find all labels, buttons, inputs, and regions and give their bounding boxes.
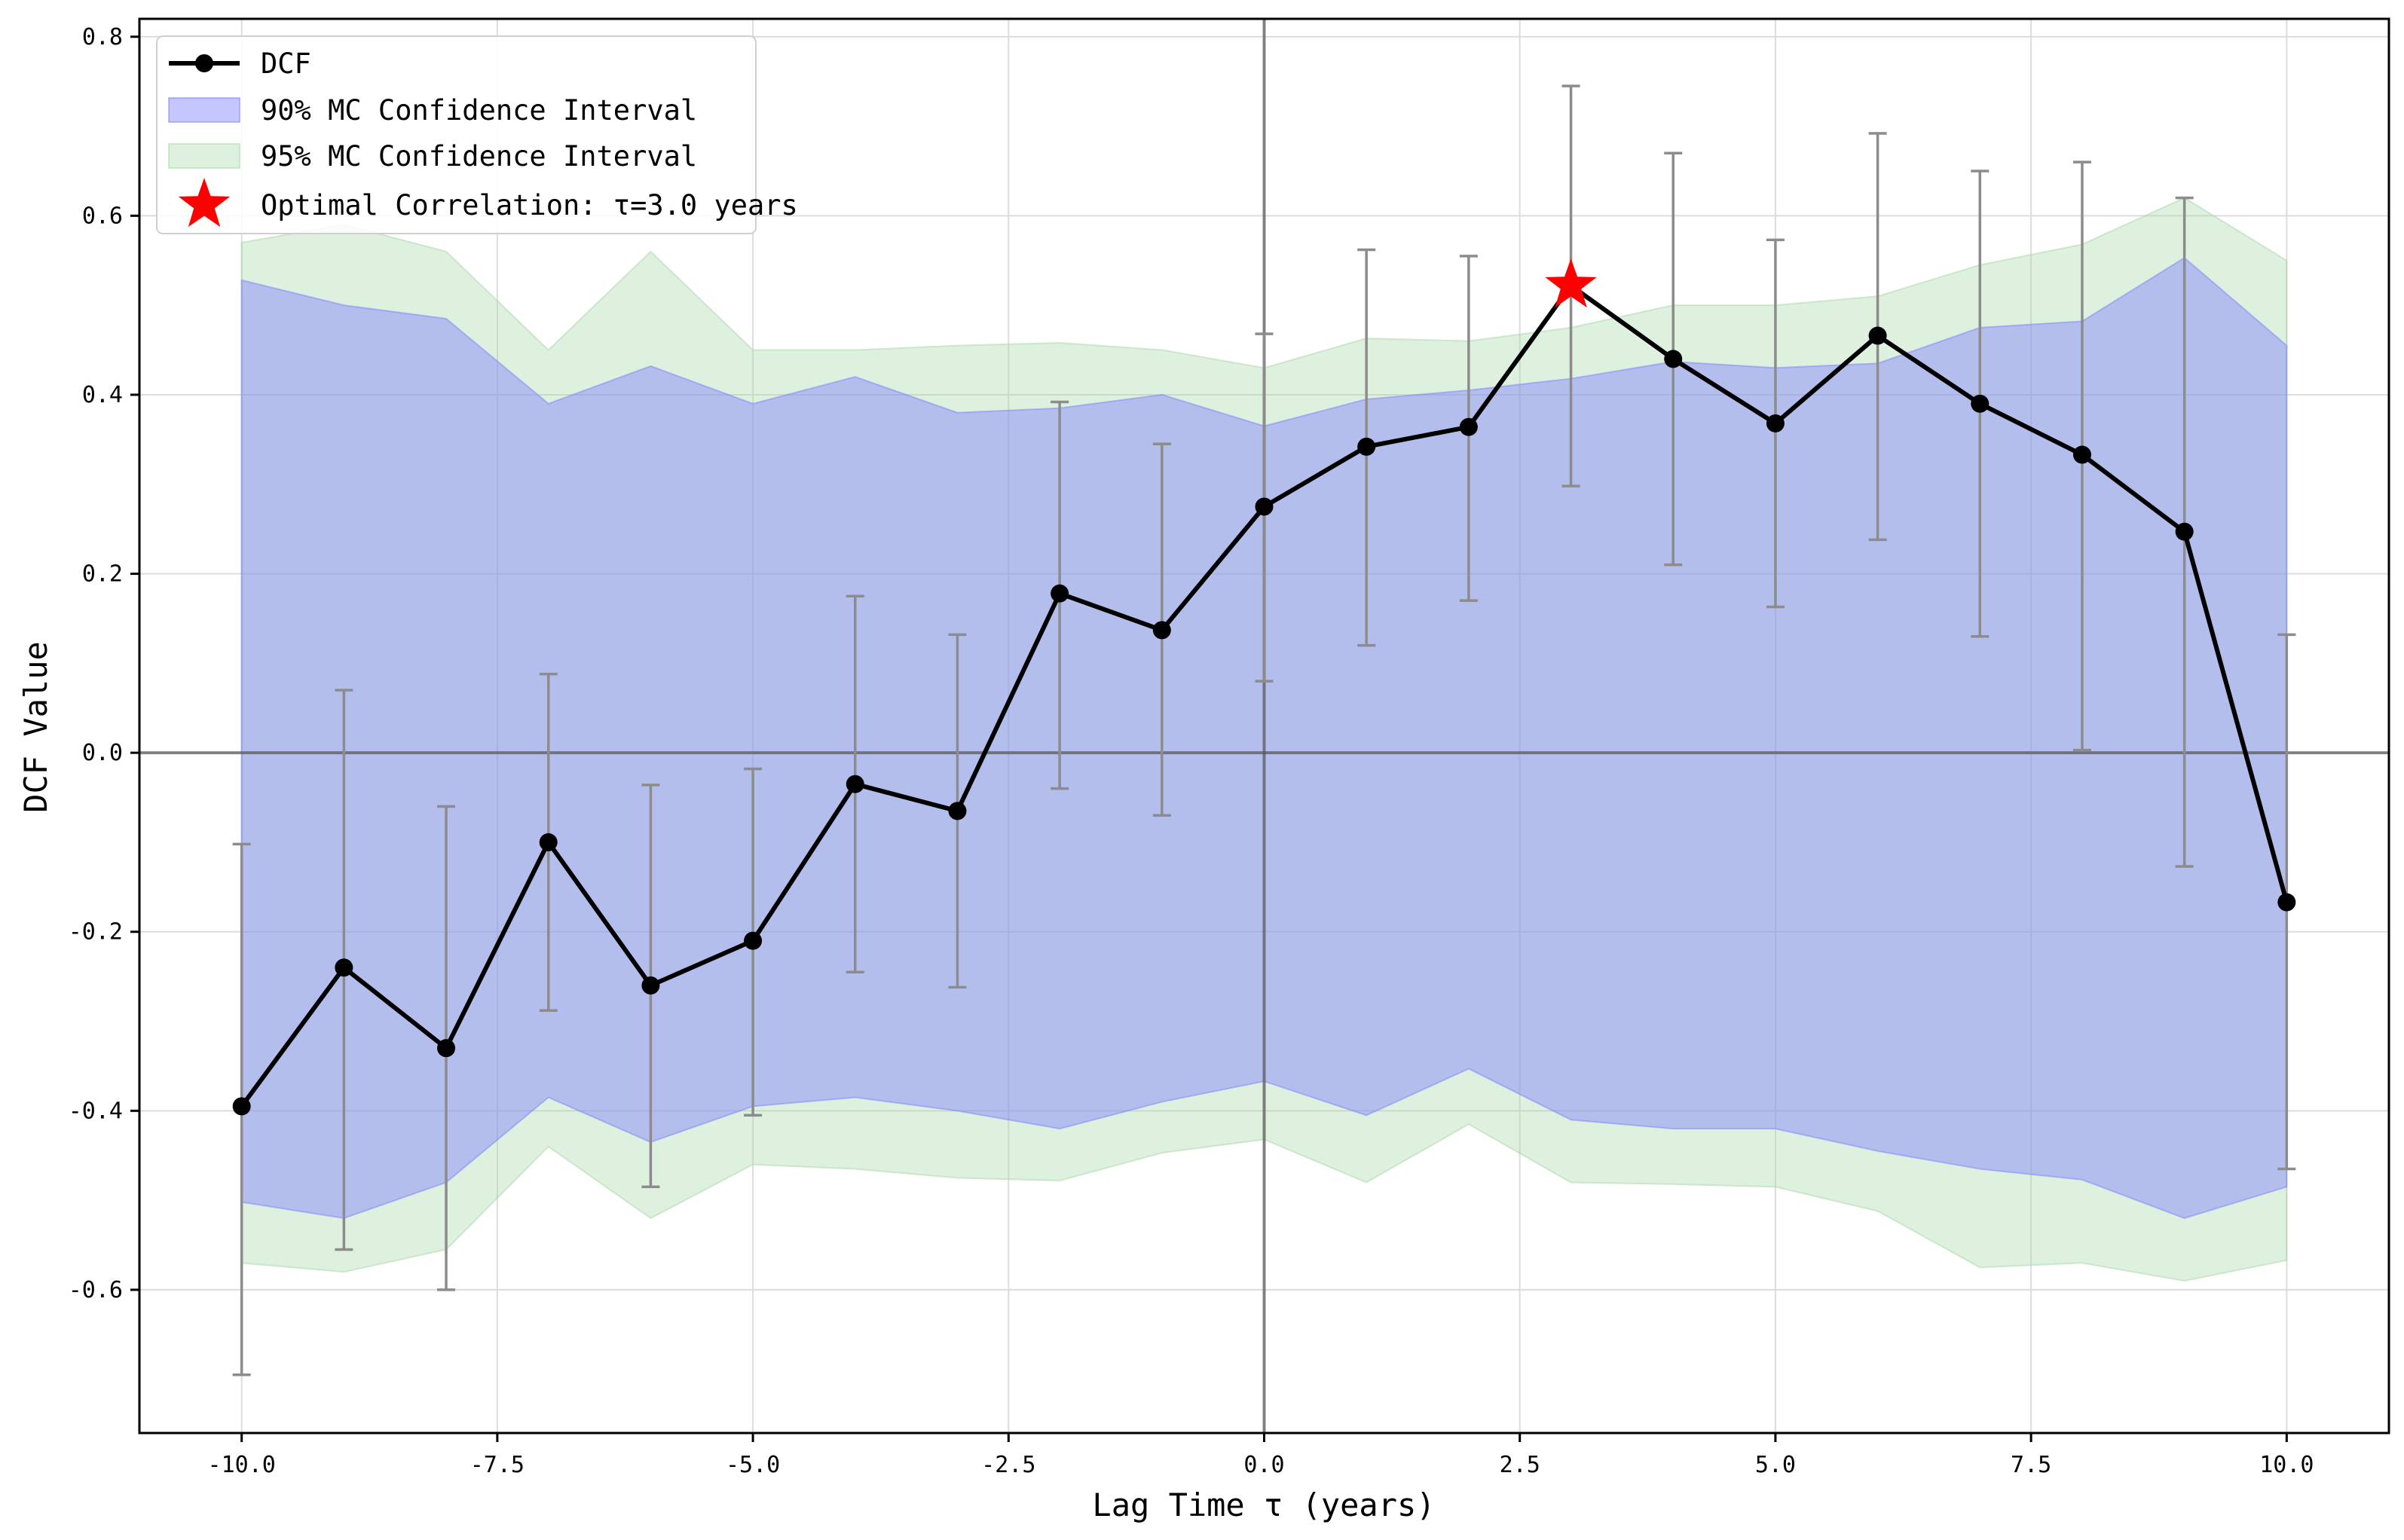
reference-lines	[139, 19, 2389, 1433]
x-tick-label: -5.0	[726, 1452, 780, 1478]
optimal-point	[1545, 258, 1597, 308]
x-tick-label: -2.5	[981, 1452, 1035, 1478]
legend-label: 90% MC Confidence Interval	[261, 94, 697, 127]
dcf-point	[1357, 437, 1376, 456]
dcf-point	[1459, 417, 1478, 436]
legend: DCF 90% MC Confidence Interval 95% MC Conf…	[156, 35, 798, 234]
dcf-point	[2175, 522, 2194, 541]
x-tick-label: -7.5	[470, 1452, 525, 1478]
dcf-point	[1868, 326, 1887, 345]
dcf-point	[335, 958, 353, 977]
dcf-point	[846, 775, 864, 793]
dcf-series	[232, 277, 2296, 1116]
x-tick-label: 0.0	[1243, 1452, 1284, 1478]
legend-entry: Optimal Correlation: τ=3.0 years	[178, 178, 798, 228]
dcf-point	[232, 1097, 251, 1116]
dcf-point	[1051, 584, 1069, 603]
dcf-point	[744, 931, 763, 950]
legend-patch-icon	[168, 97, 240, 123]
dcf-point	[1664, 350, 1683, 368]
x-tick-label: 5.0	[1755, 1452, 1796, 1478]
legend-box	[156, 35, 757, 234]
y-tick-label: 0.0	[82, 740, 123, 766]
x-tick-label: 10.0	[2259, 1452, 2314, 1478]
optimal-star	[1545, 258, 1597, 308]
legend-label: DCF	[261, 47, 311, 80]
y-tick-label: 0.6	[82, 203, 123, 229]
x-tick-label: 2.5	[1500, 1452, 1540, 1478]
dcf-point	[1255, 497, 1274, 516]
dcf-point	[1766, 414, 1785, 432]
y-tick-label: 0.4	[82, 382, 123, 408]
dcf-point	[641, 976, 660, 995]
legend-entry: 95% MC Confidence Interval	[168, 140, 697, 173]
legend-marker-icon	[195, 54, 213, 72]
x-axis-label: Lag Time τ (years)	[1092, 1487, 1435, 1523]
dcf-point	[2277, 893, 2296, 912]
y-tick-label: -0.4	[69, 1098, 123, 1124]
legend-entry: 90% MC Confidence Interval	[168, 94, 697, 127]
legend-star-icon	[178, 178, 231, 228]
dcf-point	[1152, 621, 1171, 640]
x-axis-ticks: -10.0 -7.5 -5.0 -2.5 0.0 2.5 5.0 7.5 10.0	[208, 1433, 2314, 1478]
x-tick-label: 7.5	[2011, 1452, 2051, 1478]
legend-label: Optimal Correlation: τ=3.0 years	[261, 189, 798, 222]
dcf-point	[948, 802, 967, 820]
legend-patch-icon	[168, 143, 240, 169]
y-tick-label: -0.2	[69, 919, 123, 946]
dcf-point	[539, 833, 558, 851]
dcf-point	[2072, 445, 2091, 464]
legend-label: 95% MC Confidence Interval	[261, 140, 697, 173]
y-tick-label: 0.2	[82, 561, 123, 588]
y-axis-ticks: -0.6 -0.4 -0.2 0.0 0.2 0.4 0.6 0.8	[69, 24, 139, 1303]
y-axis-label: DCF Value	[17, 641, 54, 813]
y-tick-label: -0.6	[69, 1277, 123, 1303]
dcf-point	[1971, 394, 1990, 413]
y-tick-label: 0.8	[82, 24, 123, 50]
dcf-point	[437, 1039, 456, 1058]
x-tick-label: -10.0	[208, 1452, 276, 1478]
legend-entry: DCF	[169, 47, 311, 80]
